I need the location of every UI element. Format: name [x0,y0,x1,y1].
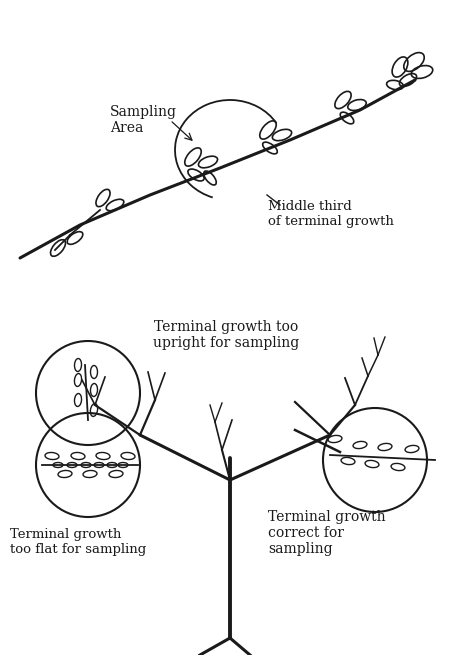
Text: Terminal growth too
upright for sampling: Terminal growth too upright for sampling [152,320,299,350]
Text: Middle third
of terminal growth: Middle third of terminal growth [267,200,393,228]
Text: Terminal growth
too flat for sampling: Terminal growth too flat for sampling [10,528,146,556]
Text: Terminal growth
correct for
sampling: Terminal growth correct for sampling [267,510,385,556]
Text: Sampling
Area: Sampling Area [110,105,177,135]
